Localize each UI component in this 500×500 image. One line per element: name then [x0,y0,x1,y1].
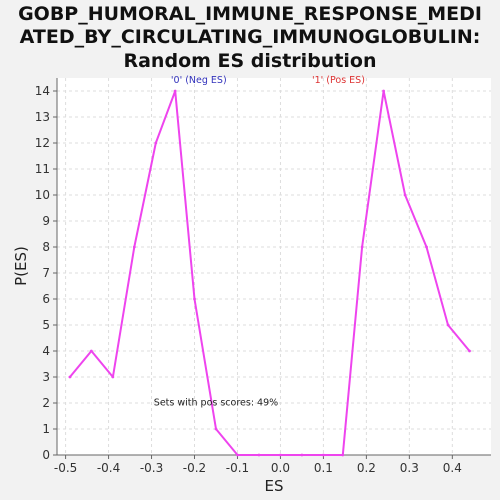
title-line-1: GOBP_HUMORAL_IMMUNE_RESPONSE_MEDI [18,3,482,25]
x-tick-label: 0.1 [314,461,333,475]
data-point [446,323,450,327]
y-axis-label: P(ES) [12,246,30,286]
series-line [69,90,471,456]
y-tick-label: 8 [42,240,50,254]
data-point [468,349,471,353]
y-tick-label: 10 [35,188,50,202]
x-axis-label: ES [265,477,284,495]
x-tick-label: 0.0 [271,461,290,475]
data-point [154,141,158,145]
data-point [279,453,282,457]
annotations: '0' (Neg ES) '1' (Pos ES) Sets with pos sc… [154,75,365,408]
y-tick-label: 12 [35,136,50,150]
y-tick-label: 5 [42,318,50,332]
data-point [132,245,136,249]
data-point [68,375,72,379]
x-tick-label: -0.3 [140,461,163,475]
x-tick-label: 0.3 [400,461,419,475]
y-tick-label: 9 [42,214,50,228]
x-tick-label: 0.4 [443,461,462,475]
data-point [425,245,428,249]
data-point [257,453,261,457]
y-tick-label: 14 [35,84,50,98]
data-point [382,89,385,93]
y-tick-label: 13 [35,110,50,124]
y-tick-label: 6 [42,292,50,306]
data-point [89,349,93,353]
data-point [193,297,196,301]
x-tick-label: -0.2 [183,461,206,475]
title-line-2: ATED_BY_CIRCULATING_IMMUNOGLOBULIN: [20,26,481,48]
data-point [341,453,345,457]
y-tick-label: 3 [42,370,50,384]
annotation-label: '1' (Pos ES) [312,75,365,86]
y-tick-label: 1 [42,422,50,436]
y-tick-label: 2 [42,396,50,410]
x-tick-label: -0.5 [54,461,77,475]
y-tick-label: 0 [42,448,50,462]
title-line-3: Random ES distribution [123,50,376,72]
data-point [300,453,304,457]
data-point [111,375,115,379]
x-tick-label: 0.2 [357,461,376,475]
x-tick-label: -0.1 [226,461,249,475]
data-point [173,89,177,93]
annotation-label: Sets with pos scores: 49% [154,398,278,409]
data-point [236,453,239,457]
series-layer [68,89,471,457]
data-point [403,193,407,197]
x-tick-label: -0.4 [97,461,120,475]
y-tick-label: 11 [35,162,50,176]
data-point [322,453,325,457]
chart-title: GOBP_HUMORAL_IMMUNE_RESPONSE_MEDI ATED_B… [18,3,482,72]
plot-area [57,78,491,455]
y-tick-label: 7 [42,266,50,280]
annotation-label: '0' (Neg ES) [171,75,227,86]
data-point [360,245,364,249]
y-tick-label: 4 [42,344,50,358]
data-point [214,427,218,431]
